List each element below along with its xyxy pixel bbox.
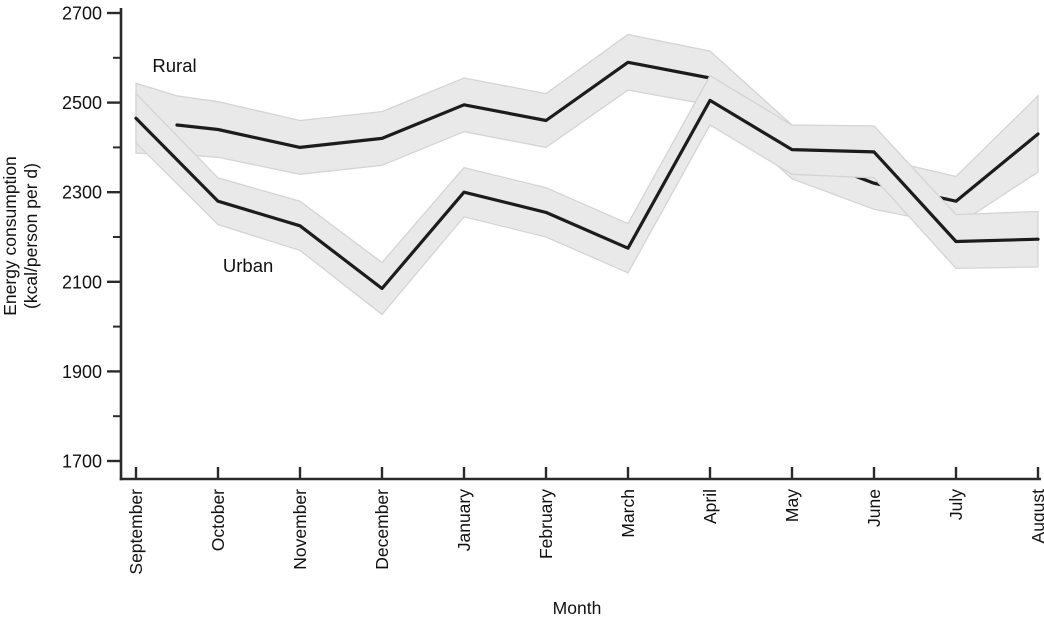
y-tick-label: 1900: [62, 362, 102, 382]
x-tick-label-month: July: [946, 489, 966, 520]
y-tick-label: 1700: [62, 452, 102, 472]
y-tick-label: 2500: [62, 93, 102, 113]
x-tick-label-month: November: [290, 489, 310, 570]
series-label-rural: Rural: [152, 55, 196, 76]
y-tick-label: 2700: [62, 4, 102, 24]
x-tick-label-month: April: [700, 489, 720, 524]
x-tick-label-month: June: [864, 489, 884, 527]
x-axis-title: Month: [553, 598, 602, 618]
x-tick-label-month: September: [126, 489, 146, 575]
y-tick-label: 2100: [62, 272, 102, 292]
x-tick-label-month: December: [372, 489, 392, 570]
series-label-urban: Urban: [223, 255, 273, 276]
urban-confidence-band: [135, 74, 1039, 316]
x-tick-label-month: March: [618, 489, 638, 538]
y-axis-title: (kcal/person per d): [21, 163, 41, 309]
rural-confidence-band: [135, 33, 1039, 227]
x-tick-label-month: January: [454, 489, 474, 552]
y-tick-label: 2300: [62, 183, 102, 203]
x-tick-label-month: May: [782, 489, 802, 522]
x-tick-label-month: February: [536, 489, 556, 559]
x-tick-label-month: August: [1028, 489, 1044, 544]
x-tick-label-month: October: [208, 489, 228, 551]
y-axis-title: Energy consumption: [0, 156, 20, 316]
urban-line: [134, 98, 1040, 291]
